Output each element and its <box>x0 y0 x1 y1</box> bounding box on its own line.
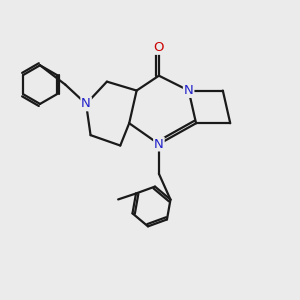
Text: N: N <box>154 138 164 151</box>
Text: N: N <box>81 98 91 110</box>
Text: N: N <box>184 84 194 97</box>
Text: O: O <box>154 41 164 54</box>
